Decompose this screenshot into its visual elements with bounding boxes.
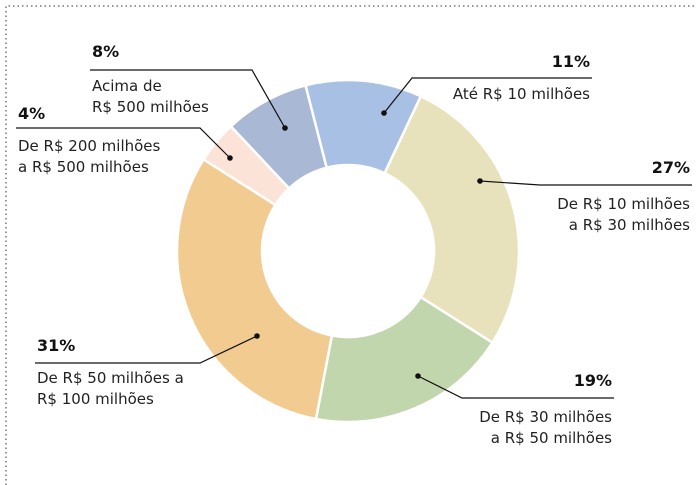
value-label: 11% xyxy=(551,52,590,71)
leader-dot xyxy=(227,155,233,161)
value-label: 31% xyxy=(37,336,76,355)
leader-line xyxy=(90,69,286,129)
leader-line xyxy=(383,77,592,114)
category-label: Até R$ 10 milhões xyxy=(452,85,590,103)
value-label: 27% xyxy=(651,158,690,177)
category-label: De R$ 50 milhões a R$ 100 milhões xyxy=(37,369,184,408)
leader-line xyxy=(417,375,614,399)
category-label: De R$ 30 milhões a R$ 50 milhões xyxy=(479,408,612,447)
donut-segment xyxy=(314,295,495,424)
category-label: Acima de R$ 500 milhões xyxy=(92,77,209,116)
value-label: 4% xyxy=(18,104,46,123)
leader-line xyxy=(35,335,258,364)
value-label: 19% xyxy=(573,371,612,390)
leader-line xyxy=(479,180,692,186)
leader-dot xyxy=(477,178,483,184)
leader-line xyxy=(16,127,231,159)
leader-dot xyxy=(381,110,387,116)
value-label: 8% xyxy=(92,42,120,61)
leader-dot xyxy=(282,125,288,131)
donut-segment xyxy=(175,157,334,421)
leader-dot xyxy=(415,373,421,379)
category-label: De R$ 200 milhões a R$ 500 milhões xyxy=(18,137,161,176)
donut-segment xyxy=(229,83,329,191)
donut-segment xyxy=(382,94,521,345)
leader-dot xyxy=(254,333,260,339)
category-label: De R$ 10 milhões a R$ 30 milhões xyxy=(557,195,690,234)
